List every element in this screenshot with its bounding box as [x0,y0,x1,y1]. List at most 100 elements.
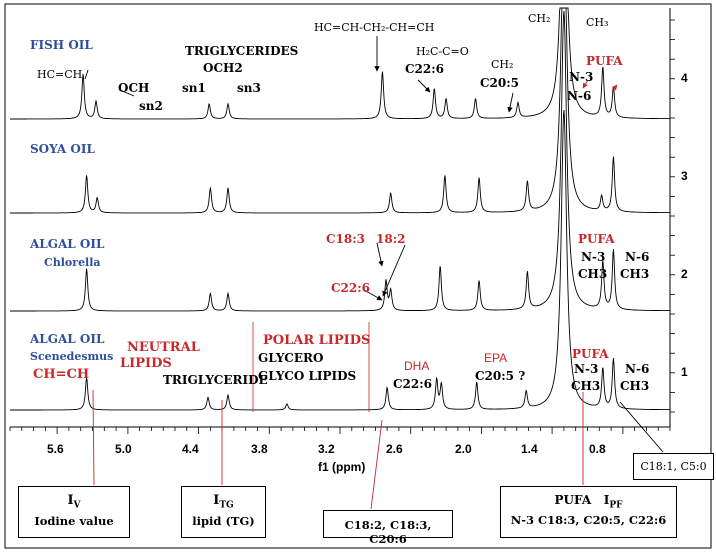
annotation-arrow [507,92,514,113]
annot-glyco-lipids: GLYCO LIPIDS [258,369,357,383]
x-tick-label: 5.6 [47,442,64,456]
annot-n6-bot: N-6 [625,362,650,376]
itg-text: lipid (TG) [192,513,255,528]
annot-c18-3: C18:3 [326,232,366,246]
x-tick-label: 3.2 [318,442,335,456]
right-tick-label: 2 [681,267,688,281]
x-tick-label: 3.8 [251,442,268,456]
annotation-arrow [417,79,431,93]
box-triglyceride-lipid: ITG lipid (TG) [181,486,266,538]
x-tick-label: 1.4 [521,442,538,456]
annot-ch3-mid: CH3 [578,267,608,281]
annot-lipids: LIPIDS [120,356,172,371]
annot-ch2-b: CH₂ [491,58,514,71]
x-axis-title: f1 (ppm) [318,460,366,474]
right-tick-label: 4 [681,71,688,85]
series-label-scenedesmus: Scenedesmus [30,350,114,363]
annot-sn2: sn2 [139,99,163,113]
annot-pufa-bot: PUFA [572,347,609,361]
annotation-arrow [382,244,406,297]
series-label-algal-oil: ALGAL OIL [30,237,105,251]
series-label-algal-oil: ALGAL OIL [30,332,105,346]
annot-h2c-co: H₂C-C=O [416,45,469,58]
annot-ch2: CH₂ [528,12,551,25]
x-tick-label: 0.8 [589,442,606,456]
annot-och: OCH [118,81,150,95]
ipf-subscript: PF [609,500,623,511]
annotation-arrow [363,289,383,301]
right-axis-ticks [670,19,675,413]
iv-subscript: V [73,500,81,511]
itg-symbol: I [213,493,220,508]
x-axis-ticks [9,427,671,434]
annot-ch3-mid-b: CH3 [620,267,650,281]
annot-dha: DHA [404,359,430,373]
annotation-arrows [84,36,664,510]
c18-1-text: C18:1, C5:0 [640,460,707,473]
annot-triglycerides: TRIGLYCERIDES [185,44,299,58]
annot-triglyceride: TRIGLYCERIDE [163,373,268,387]
annot-neutral: NEUTRAL [127,340,200,355]
spectra-traces [10,7,670,411]
annot-polar-lipids: POLAR LIPIDS [263,333,371,348]
annotation-arrow [370,419,383,510]
annot-ch3-bot-b: CH3 [620,379,650,393]
right-tick-label: 3 [681,169,688,183]
annot-18-2: 18:2 [376,232,406,246]
annotation-arrow [611,84,618,92]
annot-hc-ch: HC=CH [37,68,83,81]
annot-n3-bot: N-3 [574,362,599,376]
plot-frame [4,3,712,549]
x-tick-label: 5.0 [115,442,132,456]
x-tick-label: 4.4 [182,442,199,456]
annot-pufa: PUFA [586,54,623,68]
fatty-acids-text: C18:2, C18:3, C20:6 [344,518,432,546]
annot-c20-5-q: C20:5 ? [475,369,526,383]
annot-glycero: GLYCERO [258,351,324,365]
series-label-soya-oil: SOYA OIL [30,142,95,156]
spectrum-line-algal-oil-scenedesmus [10,109,670,411]
annot-c22-6-bot: C22:6 [393,377,433,391]
spectrum-line-soya-oil [10,7,670,214]
annot-pufa-mid: PUFA [578,232,615,246]
spectrum-line-algal-oil-chlorella [10,10,670,312]
pufa-list-text: N-3 C18:3, C20:5, C22:6 [510,513,667,528]
right-tick-label: 1 [681,365,688,379]
box-iodine-value: IV Iodine value [18,486,130,538]
annot-epa: EPA [484,351,508,365]
itg-subscript: TG [219,500,234,511]
iv-symbol: I [67,493,74,508]
annotation-arrow [376,242,384,267]
box-fatty-acids: C18:2, C18:3, C20:6 [323,510,453,546]
series-label-fish-oil: FISH OIL [30,38,93,52]
x-tick-label: 2.6 [386,442,403,456]
annot-ch-ch-red: CH=CH [33,367,90,382]
annot-ch3-bot: CH3 [571,379,601,393]
annot-och2: OCH2 [203,61,243,75]
iv-text: Iodine value [34,513,114,528]
annot-ch3: CH₃ [586,16,609,29]
annotation-arrow [84,69,89,80]
annot-n3-mid: N-3 [581,250,606,264]
annotation-arrow [92,389,95,486]
annot-c22-6-mid: C22:6 [331,281,371,295]
annot-n3: N-3 [569,70,594,84]
annotation-arrow [619,401,664,453]
pufa-box-title: PUFA [554,493,592,507]
ipf-symbol: I [603,493,610,507]
annotation-arrow [119,89,135,97]
annotation-arrow [582,79,589,89]
annot-sn3: sn3 [237,81,261,95]
annot-n6-mid: N-6 [625,250,650,264]
annot-c22-6: C22:6 [405,62,445,76]
spectrum-line-fish-oil [10,7,670,120]
series-label-chlorella: Chlorella [44,256,101,269]
annot-sn1: sn1 [182,81,206,95]
x-tick-label: 2.0 [455,442,472,456]
annot-n6: N-6 [567,89,592,103]
box-c18-1: C18:1, C5:0 [633,453,714,480]
annot-c20-5: C20:5 [480,76,520,90]
annot-hc-chain: HC=CH-CH₂-CH=CH [314,21,435,34]
box-pufa: PUFA IPF N-3 C18:3, C20:5, C22:6 [500,486,677,538]
